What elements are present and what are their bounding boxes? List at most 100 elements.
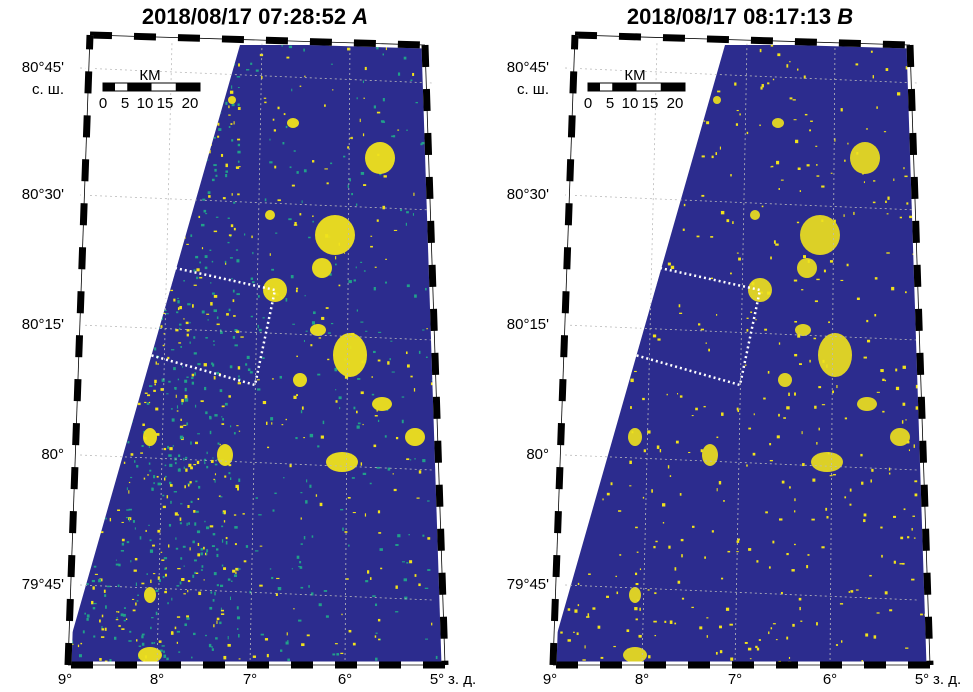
ice-speckle	[192, 574, 195, 578]
ice-speckle	[683, 203, 686, 207]
ice-speckle	[238, 478, 241, 482]
ice-speckle	[677, 580, 681, 584]
ice-speckle	[219, 443, 221, 446]
ice-speckle	[736, 551, 739, 553]
ice-speckle	[236, 293, 240, 296]
ice-speckle	[327, 358, 330, 361]
ice-speckle	[237, 103, 240, 106]
ice-speckle	[186, 329, 190, 332]
ice-speckle	[196, 276, 199, 280]
meridian	[156, 41, 173, 666]
ice-speckle	[154, 383, 157, 386]
ice-speckle	[335, 400, 338, 403]
ice-speckle	[870, 50, 873, 53]
ice-speckle	[821, 185, 825, 188]
ice-speckle	[391, 135, 395, 138]
ice-speckle	[250, 315, 253, 318]
ice-speckle	[160, 388, 164, 391]
ice-speckle	[155, 589, 159, 592]
ice-speckle	[866, 319, 869, 323]
ice-speckle	[245, 363, 248, 366]
ice-speckle	[227, 217, 230, 219]
ice-speckle	[86, 617, 89, 621]
ice-speckle	[680, 538, 684, 542]
ice-speckle	[177, 300, 180, 304]
ice-speckle	[183, 318, 185, 320]
scale-label: 10	[137, 95, 154, 112]
ice-floe	[623, 647, 647, 663]
ice-speckle	[888, 467, 891, 471]
ice-speckle	[811, 518, 815, 521]
ice-speckle	[198, 215, 201, 219]
ice-speckle	[334, 367, 338, 372]
ice-speckle	[376, 111, 381, 114]
ice-speckle	[204, 386, 207, 391]
ice-speckle	[351, 193, 354, 196]
ice-floe	[857, 397, 877, 411]
ice-speckle	[379, 548, 383, 551]
ice-speckle	[567, 639, 571, 642]
ice-speckle	[262, 317, 265, 319]
ice-speckle	[71, 372, 75, 376]
ice-speckle	[185, 468, 188, 472]
ice-speckle	[237, 143, 241, 147]
ice-speckle	[775, 639, 778, 641]
ice-speckle	[173, 367, 176, 371]
ice-speckle	[384, 435, 387, 438]
ice-speckle	[425, 638, 429, 640]
ice-speckle	[416, 497, 420, 499]
ice-speckle	[215, 548, 219, 551]
ice-speckle	[237, 193, 240, 196]
ice-speckle	[195, 404, 197, 408]
ice-speckle	[773, 240, 776, 244]
ice-speckle	[187, 483, 191, 485]
ice-speckle	[227, 578, 231, 581]
ice-speckle	[184, 398, 189, 402]
ice-speckle	[442, 140, 445, 142]
ice-speckle	[574, 609, 578, 613]
ice-speckle	[306, 479, 308, 483]
ice-speckle	[406, 458, 410, 461]
ice-speckle	[797, 334, 801, 338]
ice-speckle	[349, 178, 351, 182]
ice-speckle	[343, 155, 346, 158]
ice-speckle	[711, 530, 714, 533]
ice-speckle	[872, 201, 876, 204]
ice-speckle	[151, 642, 154, 645]
ice-speckle	[212, 363, 215, 367]
ice-speckle	[338, 396, 342, 400]
ice-speckle	[829, 260, 834, 263]
ice-speckle	[846, 263, 849, 267]
ice-floe	[293, 373, 307, 387]
ice-speckle	[375, 632, 378, 634]
ice-speckle	[794, 543, 796, 546]
ice-speckle	[655, 540, 658, 543]
ice-speckle	[736, 540, 740, 543]
ice-speckle	[355, 203, 358, 206]
ice-speckle	[270, 417, 274, 421]
ice-speckle	[840, 108, 843, 112]
ice-speckle	[199, 261, 201, 264]
ice-speckle	[195, 572, 199, 575]
ice-speckle	[149, 549, 154, 553]
ice-speckle	[149, 469, 152, 472]
ice-speckle	[788, 392, 790, 396]
ice-speckle	[616, 591, 619, 595]
ice-speckle	[769, 443, 772, 446]
ice-speckle	[83, 42, 84, 43]
ice-speckle	[126, 509, 130, 511]
ice-floe	[263, 278, 287, 302]
ice-speckle	[886, 252, 890, 254]
ice-speckle	[377, 510, 381, 514]
ice-speckle	[79, 63, 83, 65]
ice-speckle	[834, 138, 836, 142]
ice-speckle	[142, 423, 145, 427]
ice-speckle	[647, 430, 651, 434]
ice-speckle	[193, 336, 196, 339]
ice-speckle	[652, 334, 657, 338]
ice-speckle	[642, 397, 645, 401]
ice-speckle	[133, 569, 137, 572]
ice-speckle	[630, 378, 634, 383]
ice-speckle	[642, 496, 645, 499]
ice-speckle	[177, 514, 179, 516]
